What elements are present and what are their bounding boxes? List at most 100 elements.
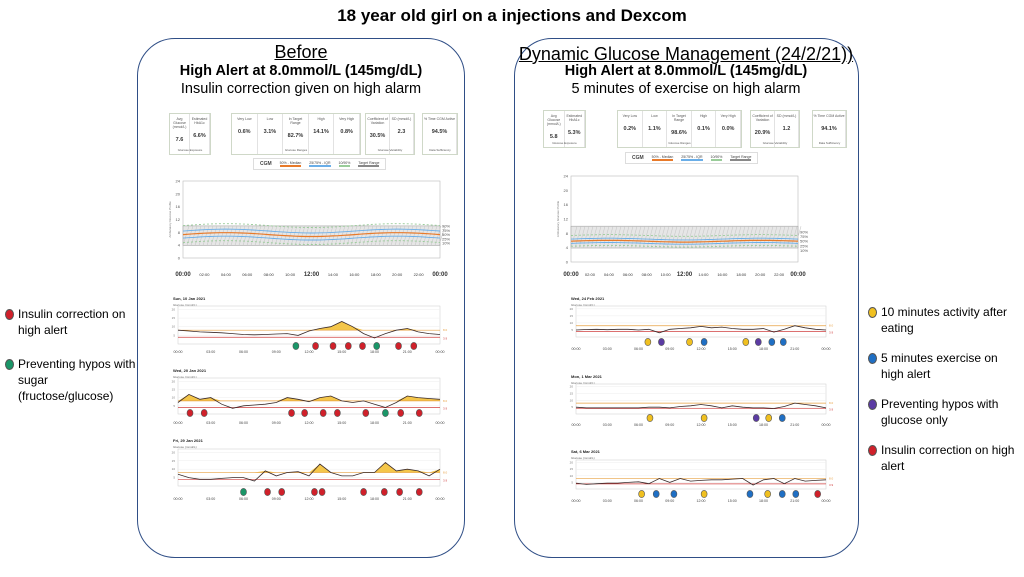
day-time-tick: 00:00 [822, 347, 831, 351]
stat-label: Avg Glucose (mmol/L) [172, 117, 187, 129]
agp-time-tick: 08:00 [264, 272, 275, 277]
target-hatch [730, 226, 738, 249]
day-time-tick: 09:00 [665, 347, 674, 351]
stat-group-label: Glucose Variability [762, 141, 788, 145]
day-time-tick: 18:00 [759, 499, 768, 503]
activity-marker [742, 338, 750, 346]
stat-cell: Estimated HbA1c 6.6% [190, 114, 210, 154]
activity-marker [700, 414, 708, 422]
stat-label: Very Low [622, 114, 637, 118]
agp-percentile-label: 90% [442, 224, 450, 229]
target-hatch [618, 226, 626, 249]
stat-label: High [699, 114, 708, 118]
target-hatch [742, 226, 750, 249]
target-hatch [750, 226, 758, 249]
exercise-marker [768, 338, 776, 346]
insulin-marker [415, 488, 423, 496]
agp-y-tick: 8 [566, 231, 569, 236]
day-y-tick: 20 [570, 461, 574, 465]
agp-time-tick: 00:00 [563, 272, 579, 278]
day-time-tick: 18:00 [759, 423, 768, 427]
activity-marker [638, 490, 645, 498]
day-time-tick: 09:00 [665, 499, 674, 503]
day-time-tick: 00:00 [174, 421, 183, 425]
day-time-tick: 06:00 [239, 497, 248, 501]
stat-group-label: Glucose Exposure [177, 148, 203, 152]
target-hatch [250, 225, 258, 246]
target-hatch [646, 226, 654, 249]
legend-label: 10 minutes activity after eating [881, 305, 1008, 335]
panel-heading-dgm: Dynamic Glucose Management (24/2/21)) [518, 44, 854, 64]
high-threshold-label: 8.0 [829, 324, 834, 328]
agp-percentile-label: 75% [442, 228, 450, 233]
target-hatch [754, 226, 762, 249]
glucose-trace [177, 321, 441, 339]
day-y-tick: 15 [570, 467, 574, 471]
target-hatch [310, 225, 318, 246]
target-hatch [794, 226, 802, 249]
day-y-tick: 15 [570, 314, 574, 318]
target-hatch [314, 225, 322, 246]
stat-value: 2.3 [397, 129, 406, 135]
insulin-marker [186, 409, 194, 417]
target-hatch [726, 226, 734, 249]
insulin-marker [397, 409, 405, 417]
insulin-marker [334, 409, 341, 417]
target-hatch [306, 225, 314, 246]
insulin-marker [311, 488, 318, 496]
activity-marker [646, 414, 654, 422]
agp-chart [570, 175, 799, 263]
stat-cell: SD (mmol/L) 2.3 [390, 114, 414, 154]
legend-item: Insulin correction on high alert [5, 306, 137, 338]
stat-value: 5.3% [567, 130, 581, 136]
target-hatch [270, 225, 278, 246]
stat-cell: Avg Glucose (mmol/L) 5.8 [544, 111, 565, 147]
day-time-tick: 06:00 [634, 423, 643, 427]
day-time-tick: 12:00 [697, 423, 706, 427]
exercise-marker [792, 490, 800, 498]
agp-p75 [182, 228, 441, 234]
insulin-marker [381, 488, 388, 496]
stat-value: 5.8 [549, 134, 558, 140]
day-time-tick: 21:00 [403, 497, 412, 501]
stats-group: % Time CGM Active 94.1% Data Sufficiency [812, 110, 847, 148]
day-time-tick: 00:00 [822, 499, 831, 503]
method-note: Insulin correction given on high alarm [180, 81, 422, 97]
glucose-trace [177, 393, 441, 409]
day-time-tick: 15:00 [337, 421, 346, 425]
insulin-marker [329, 342, 337, 350]
day-time-tick: 21:00 [403, 421, 412, 425]
legend-item: Insulin correction on high alert [868, 442, 1018, 474]
day-time-tick: 15:00 [337, 497, 346, 501]
stats-group: Very Low 0.6% Low 3.1% In Target Range 82.7% H… [231, 113, 361, 155]
stat-cell: Low 3.1% [258, 114, 284, 154]
stat-cell: Very High 0.0% [716, 111, 741, 147]
day-time-tick: 15:00 [728, 347, 737, 351]
target-hatch [598, 226, 606, 249]
cgm-legend-title: CGM [260, 161, 272, 167]
day-time-tick: 15:00 [728, 423, 737, 427]
day-time-tick: 09:00 [272, 497, 281, 501]
day-time-tick: 00:00 [174, 350, 183, 354]
target-hatch [718, 226, 726, 249]
stat-group-label: Data Sufficiency [818, 141, 841, 145]
day-time-tick: 06:00 [634, 347, 643, 351]
target-hatch [570, 226, 578, 249]
day-ylabel: Glucose (mmol/L) [571, 456, 595, 460]
insulin-marker [395, 342, 402, 350]
stat-label: Very High [720, 114, 736, 118]
agp-y-tick: 20 [564, 188, 569, 193]
insulin-marker [396, 488, 403, 496]
cgm-legend-title: CGM [632, 155, 644, 161]
day-time-tick: 03:00 [603, 347, 612, 351]
day-y-tick: 10 [570, 321, 574, 325]
day-date: Sat, 6 Mar 2021 [571, 449, 601, 454]
day-y-tick: 5 [571, 328, 573, 332]
target-hatch [766, 226, 774, 249]
target-hatch [762, 226, 770, 249]
low-threshold-label: 3.9 [443, 478, 448, 482]
day-time-tick: 21:00 [790, 347, 799, 351]
agp-p25 [570, 242, 799, 245]
stat-cell: Very Low 0.2% [618, 111, 643, 147]
agp-time-tick: 04:00 [221, 272, 232, 277]
